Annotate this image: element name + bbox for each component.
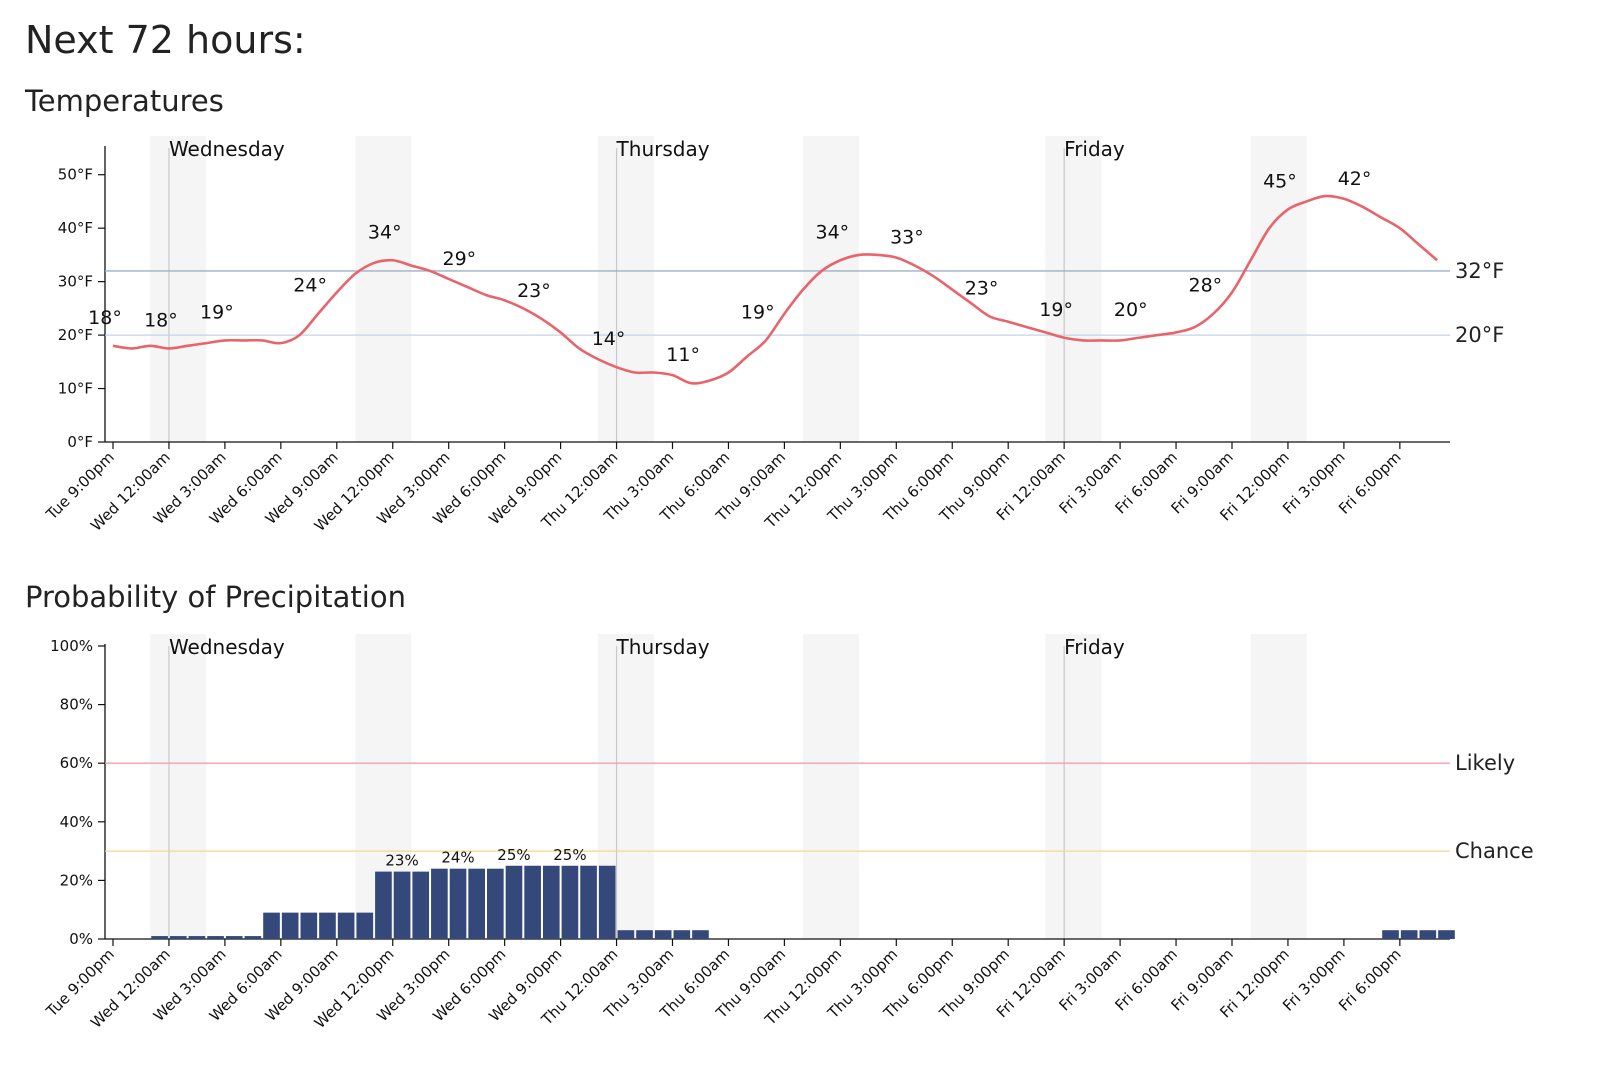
precipitation-bar xyxy=(1419,930,1437,939)
precipitation-bar xyxy=(300,912,318,939)
precipitation-bar xyxy=(412,871,430,939)
y-tick-label: 80% xyxy=(60,696,93,714)
y-tick-label: 60% xyxy=(60,754,93,772)
temperature-data-label: 42° xyxy=(1338,168,1372,190)
precipitation-bar xyxy=(487,868,504,939)
temperature-data-label: 18° xyxy=(88,307,122,329)
y-tick-label: 50°F xyxy=(58,166,93,184)
precipitation-bar xyxy=(617,930,635,939)
reference-label: Chance xyxy=(1455,839,1534,863)
precipitation-data-label: 24% xyxy=(441,849,474,867)
temperature-data-label: 19° xyxy=(741,301,775,323)
precipitation-data-label: 23% xyxy=(385,852,418,870)
temperature-data-label: 18° xyxy=(144,309,178,331)
precipitation-bar xyxy=(207,936,224,939)
precipitation-bar xyxy=(654,930,672,939)
night-band xyxy=(150,634,207,939)
night-band xyxy=(803,136,859,442)
day-label: Friday xyxy=(1064,137,1125,161)
y-tick-label: 20% xyxy=(60,871,93,889)
temperature-data-label: 14° xyxy=(592,328,626,350)
temperature-line xyxy=(112,194,1438,385)
precipitation-bar xyxy=(319,912,336,939)
temperature-chart: Wednesday Thursday Friday 0°F 10°F 20°F 30°F 40… xyxy=(42,136,1504,535)
page-title: Next 72 hours: xyxy=(25,18,306,62)
precipitation-bar xyxy=(524,865,541,939)
precipitation-bar xyxy=(281,912,299,939)
precipitation-bar xyxy=(1382,930,1399,939)
temperature-data-label: 34° xyxy=(368,221,402,243)
precipitation-title: Probability of Precipitation xyxy=(25,580,406,614)
y-tick-label: 10°F xyxy=(58,380,93,398)
temperature-data-label: 24° xyxy=(293,275,327,297)
temperature-data-label: 29° xyxy=(443,248,477,270)
night-band xyxy=(1250,136,1307,442)
precipitation-chart: Wednesday Thursday Friday 0% 20% 40% 60% 80% 100… xyxy=(42,634,1534,1032)
night-band xyxy=(150,136,207,442)
precipitation-bar xyxy=(468,868,485,939)
precipitation-bar xyxy=(225,936,243,939)
y-tick-label: 100% xyxy=(50,637,93,655)
precipitation-bar xyxy=(244,936,262,939)
y-tick-label: 0% xyxy=(69,930,93,948)
precipitation-bar xyxy=(1438,930,1455,939)
temperature-data-label: 11° xyxy=(666,344,700,366)
day-label: Wednesday xyxy=(169,137,285,161)
precipitation-bar xyxy=(337,912,355,939)
precipitation-bar xyxy=(580,865,597,939)
night-band xyxy=(597,136,654,442)
precipitation-bar xyxy=(356,912,374,939)
precipitation-bar xyxy=(263,912,280,939)
y-tick-label: 0°F xyxy=(67,433,93,451)
precipitation-bar xyxy=(561,865,579,939)
y-tick-label: 40% xyxy=(60,813,93,831)
precipitation-data-label: 25% xyxy=(497,846,530,864)
precipitation-bar xyxy=(1400,930,1418,939)
night-band xyxy=(1045,136,1102,442)
temperatures-title: Temperatures xyxy=(25,84,224,118)
precipitation-bar xyxy=(393,871,411,939)
temperature-data-label: 19° xyxy=(200,301,234,323)
precipitation-bar xyxy=(673,930,691,939)
precipitation-bar xyxy=(505,865,523,939)
night-band xyxy=(803,634,859,939)
day-label: Friday xyxy=(1064,635,1125,659)
precipitation-bar xyxy=(449,868,467,939)
temperature-data-label: 20° xyxy=(1114,299,1148,321)
precipitation-bar xyxy=(598,865,616,939)
precipitation-bar xyxy=(542,865,560,939)
temperature-data-label: 34° xyxy=(816,221,850,243)
day-label: Thursday xyxy=(616,635,710,659)
y-tick-label: 20°F xyxy=(58,326,93,344)
precipitation-data-label: 25% xyxy=(553,846,586,864)
temperature-data-label: 23° xyxy=(965,277,999,299)
precipitation-bar xyxy=(636,930,653,939)
temperature-data-label: 28° xyxy=(1189,275,1223,297)
reference-label: Likely xyxy=(1455,751,1515,775)
day-label: Wednesday xyxy=(169,635,285,659)
y-tick-label: 30°F xyxy=(58,273,93,291)
reference-label: 20°F xyxy=(1455,323,1504,347)
temperature-data-label: 45° xyxy=(1263,170,1297,192)
night-band xyxy=(1250,634,1307,939)
reference-label: 32°F xyxy=(1455,259,1504,283)
precipitation-bar xyxy=(375,871,392,939)
y-tick-label: 40°F xyxy=(58,219,93,237)
temperature-data-label: 33° xyxy=(890,227,924,249)
precipitation-bar xyxy=(169,936,187,939)
night-band xyxy=(355,136,412,442)
precipitation-bar xyxy=(692,930,709,939)
temperature-data-label: 19° xyxy=(1039,299,1073,321)
precipitation-bar xyxy=(188,936,206,939)
day-label: Thursday xyxy=(616,137,710,161)
precipitation-bar xyxy=(431,868,448,939)
precipitation-bar xyxy=(151,936,168,939)
temperature-data-label: 23° xyxy=(517,280,551,302)
night-band xyxy=(1045,634,1102,939)
